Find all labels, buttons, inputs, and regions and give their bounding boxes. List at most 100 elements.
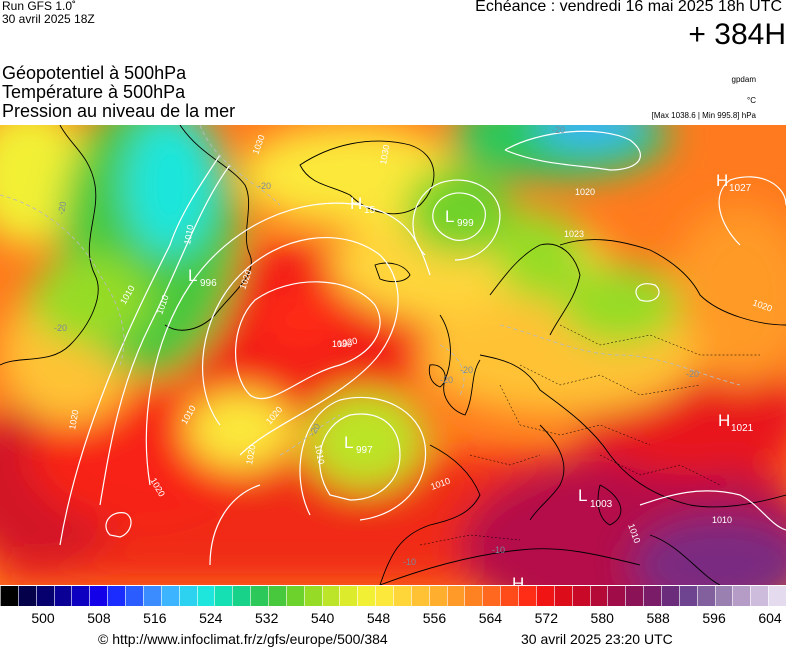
weather-map-svg: H 15 L 999 L 996 L 997 L 1003	[0, 125, 786, 585]
isobars	[59, 130, 786, 566]
color-scale-swatch	[0, 586, 19, 606]
color-scale-swatch	[339, 586, 358, 606]
weather-map: H 15 L 999 L 996 L 997 L 1003	[0, 125, 786, 585]
color-scale-label: 596	[702, 610, 726, 626]
color-scale-swatch	[571, 586, 590, 606]
color-scale-swatch	[17, 586, 37, 606]
color-scale-swatch	[214, 586, 233, 606]
color-scale-label: 604	[758, 610, 782, 626]
center-symbol: H	[716, 171, 728, 190]
color-scale-labels: 500 508 516 524 532 540 548 556 564 572 580 588 596 6…	[0, 610, 786, 626]
borders	[419, 324, 760, 546]
color-scale-swatch	[625, 586, 644, 606]
isotherm-label: -20	[54, 323, 67, 333]
color-scale-label: 508	[87, 610, 111, 626]
run-info: Run GFS 1.0˚ 30 avril 2025 18Z	[2, 0, 95, 26]
color-scale-swatch	[518, 586, 537, 606]
isobar-label: 1030	[332, 339, 352, 349]
pressure-range-label: [Max 1038.6 | Min 995.8] hPa	[651, 111, 756, 120]
color-scale-swatch	[410, 586, 430, 606]
color-scale-swatch	[321, 586, 340, 606]
color-scale-swatch	[446, 586, 465, 606]
color-scale-swatch	[125, 586, 144, 606]
color-scale-swatch	[178, 586, 197, 606]
isobar-label: 1030	[378, 144, 391, 165]
coastlines	[0, 125, 786, 585]
layer-temperature: Température à 500hPa	[2, 82, 186, 102]
color-scale-swatch	[393, 586, 412, 606]
color-scale-swatch	[660, 586, 680, 606]
layer-pressure: Pression au niveau de la mer	[2, 101, 236, 121]
pressure-centers: H 15 L 999 L 996 L 997 L 1003	[188, 171, 754, 585]
isobar-label: 1020	[244, 444, 257, 465]
isobar-label: 1010	[712, 515, 732, 525]
isobar-label: 1020	[67, 409, 80, 430]
color-scale-swatch	[714, 586, 733, 606]
center-value: 1003	[590, 499, 613, 510]
pressure-center-low: L 1003	[578, 486, 613, 510]
isobar-label: 1020	[575, 187, 595, 197]
color-scale-label: 572	[534, 610, 558, 626]
color-scale-swatch	[107, 586, 126, 606]
source-link[interactable]: © http://www.infoclimat.fr/z/gfs/europe/…	[98, 631, 388, 647]
color-scale-label: 564	[478, 610, 503, 626]
pressure-center-low: L 996	[188, 266, 217, 289]
color-scale-swatch	[53, 586, 72, 606]
color-scale-label: 532	[255, 610, 279, 626]
color-scale-label: 516	[143, 610, 167, 626]
color-scale-swatch	[589, 586, 608, 606]
unit-geopotential: gpdam	[731, 75, 756, 84]
color-scale-swatch	[285, 586, 305, 606]
run-model-label: Run GFS 1.0˚	[2, 0, 77, 13]
color-scale-swatch	[553, 586, 573, 606]
color-scale-label: 524	[199, 610, 223, 626]
color-scale-label: 556	[422, 610, 447, 626]
pressure-center-low: L 999	[445, 207, 474, 229]
color-scale-swatch	[428, 586, 448, 606]
valid-time-label: Echéance : vendredi 16 mai 2025 18h UTC	[475, 0, 782, 15]
isotherm-label: -20	[440, 375, 453, 385]
lead-time-label: + 384H	[688, 18, 786, 51]
isotherm-label: -20	[56, 201, 68, 216]
isotherm-label: -10	[403, 557, 416, 567]
center-symbol: L	[578, 486, 587, 505]
color-scale-swatch	[696, 586, 716, 606]
isotherm-label: -10	[492, 545, 505, 555]
center-symbol: L	[188, 266, 197, 285]
pressure-center-high: H 1021	[718, 411, 754, 434]
color-scale-bar	[0, 586, 786, 606]
color-scale-swatch	[196, 586, 215, 606]
center-symbol: L	[445, 207, 454, 226]
color-scale-swatch	[267, 586, 287, 606]
color-scale-swatch	[250, 586, 269, 606]
color-scale-swatch	[482, 586, 501, 606]
color-scale-swatch	[142, 586, 162, 606]
run-date-label: 30 avril 2025 18Z	[2, 12, 95, 26]
color-scale-label: 588	[646, 610, 670, 626]
layer-list: Géopotentiel à 500hPa Température à 500h…	[2, 64, 235, 121]
isotherm-label: -20	[552, 125, 565, 135]
center-value: 1021	[731, 423, 754, 434]
color-scale-label: 500	[31, 610, 55, 626]
color-scale-swatch	[732, 586, 751, 606]
isobar-label: 1010	[313, 444, 326, 465]
color-scale-swatch	[35, 586, 55, 606]
center-symbol: H	[512, 574, 524, 585]
color-scale-label: 540	[310, 610, 335, 626]
color-scale-swatch	[89, 586, 108, 606]
color-scale-swatch	[464, 586, 483, 606]
isotherms	[0, 125, 741, 456]
layer-geopotential: Géopotentiel à 500hPa	[2, 63, 187, 83]
center-symbol: H	[350, 194, 362, 213]
color-scale-swatch	[160, 586, 180, 606]
isotherm-label: -20	[686, 369, 699, 379]
center-symbol: H	[718, 411, 730, 430]
center-value: 15	[364, 205, 376, 216]
pressure-center-high: H	[512, 574, 524, 585]
unit-temperature: °C	[747, 96, 756, 105]
isobar-label: 1020	[337, 336, 358, 349]
color-scale-swatch	[375, 586, 394, 606]
pressure-center-high: H 15	[350, 194, 376, 216]
color-scale-swatch	[535, 586, 555, 606]
color-scale-swatch	[232, 586, 251, 606]
